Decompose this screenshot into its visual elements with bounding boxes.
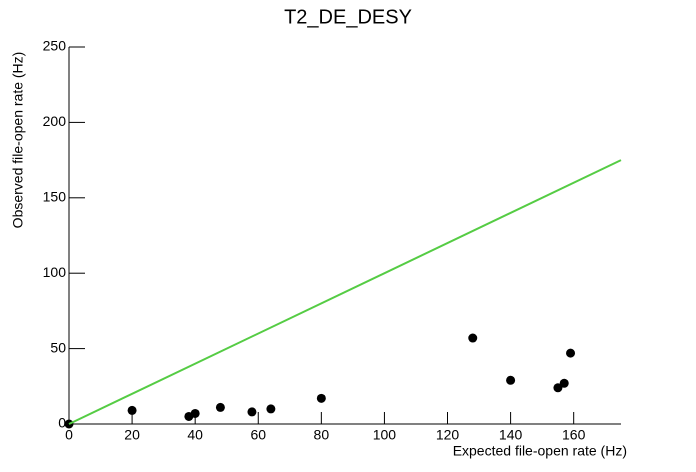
data-point xyxy=(247,407,257,417)
x-tick-label: 40 xyxy=(187,427,203,443)
y-tick-label: 150 xyxy=(43,189,67,205)
x-tick-label: 0 xyxy=(65,427,73,443)
x-tick-label: 60 xyxy=(250,427,266,443)
data-point xyxy=(566,348,576,358)
data-point xyxy=(468,333,478,343)
x-tick-label: 120 xyxy=(436,427,460,443)
y-tick-label: 200 xyxy=(43,113,67,129)
data-point xyxy=(190,408,200,418)
data-point xyxy=(316,393,326,403)
x-tick-label: 160 xyxy=(562,427,586,443)
y-tick-label: 100 xyxy=(43,264,67,280)
data-point xyxy=(553,383,563,393)
x-tick-label: 20 xyxy=(124,427,140,443)
x-tick-label: 100 xyxy=(373,427,397,443)
data-point xyxy=(215,402,225,412)
chart-title: T2_DE_DESY xyxy=(284,6,412,28)
y-tick-label: 250 xyxy=(43,38,67,54)
data-point xyxy=(559,378,569,388)
y-tick-label: 0 xyxy=(58,415,66,431)
x-axis-label: Expected file-open rate (Hz) xyxy=(453,443,627,459)
reference-line xyxy=(68,159,622,425)
data-point xyxy=(266,404,276,414)
y-axis-label: Observed file-open rate (Hz) xyxy=(10,52,26,229)
data-point xyxy=(127,405,137,415)
y-tick-label: 50 xyxy=(50,339,66,355)
x-tick-label: 80 xyxy=(314,427,330,443)
x-tick-label: 140 xyxy=(499,427,523,443)
data-point xyxy=(506,375,516,385)
